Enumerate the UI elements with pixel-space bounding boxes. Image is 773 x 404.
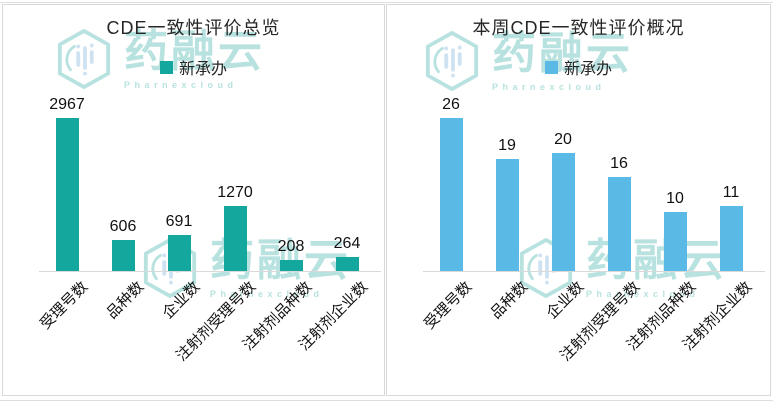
watermark-pharnexcloud: 药融云 Pharnexcloud (141, 236, 351, 300)
bar-series-新承办-5 (719, 206, 743, 271)
legend-swatch (544, 60, 558, 74)
legend-label: 新承办 (563, 61, 612, 78)
bar-series-新承办-0 (439, 118, 463, 271)
sheet-gridline-bottom (0, 400, 773, 401)
chart-panel-weekly-cde[interactable]: 药融云 Pharnexcloud 药融云 Pharnexcloud 本周CDE一… (386, 4, 771, 396)
category-label: 受理号数 (420, 278, 476, 333)
bar-series-新承办-3 (223, 206, 247, 271)
bar-series-新承办-4 (663, 212, 687, 271)
bar-value-label: 691 (165, 213, 193, 230)
chart-legend: 新承办 (387, 55, 770, 79)
category-label: 企业数 (159, 278, 204, 323)
bar-value-label: 20 (554, 131, 572, 148)
bar-value-label: 606 (109, 218, 137, 235)
bar-value-label: 2967 (49, 96, 85, 113)
category-label: 品种数 (103, 278, 148, 323)
plot-area: 2967 受理号数 606 品种数 691 企业数 1270 注射剂受理号数 208 注射剂品种数… (3, 5, 384, 395)
bar-value-label: 264 (333, 235, 361, 252)
bar-series-新承办-2 (167, 235, 191, 271)
chart-panel-cde-overview[interactable]: 药融云 Pharnexcloud 药融云 Pharnexcloud CDE一致性… (2, 4, 385, 396)
bar-value-label: 10 (666, 190, 684, 207)
watermark-pharnexcloud: 药融云 Pharnexcloud (423, 29, 633, 93)
plot-area: 26 受理号数 19 品种数 20 企业数 16 注射剂受理号数 10 注射剂品种数 11 注射剂企业… (387, 5, 770, 395)
x-axis-line (39, 271, 381, 272)
pharnexcloud-logo-icon (425, 31, 479, 91)
bar-value-label: 19 (498, 137, 516, 154)
category-label: 企业数 (543, 278, 588, 323)
bar-series-新承办-3 (607, 177, 631, 271)
chart-title: 本周CDE一致性评价概况 (472, 18, 685, 38)
bar-series-新承办-1 (495, 159, 519, 271)
bar-value-label: 26 (442, 96, 460, 113)
category-label: 品种数 (487, 278, 532, 323)
bar-series-新承办-2 (551, 153, 575, 271)
watermark-subbrand: Pharnexcloud (210, 289, 324, 300)
bar-series-新承办-0 (55, 118, 79, 271)
bar-value-label: 11 (722, 184, 740, 201)
bar-value-label: 1270 (217, 184, 253, 201)
bar-value-label: 208 (277, 238, 305, 255)
x-axis-line (423, 271, 765, 272)
watermark-subbrand: Pharnexcloud (124, 80, 238, 91)
bar-series-新承办-1 (111, 240, 135, 271)
watermark-subbrand: Pharnexcloud (586, 289, 700, 300)
watermark-text: 药融云 Pharnexcloud (492, 29, 633, 93)
watermark-pharnexcloud: 药融云 Pharnexcloud (55, 27, 265, 91)
chart-legend: 新承办 (3, 55, 384, 79)
legend-swatch (159, 60, 173, 74)
sheet-gridline-top (0, 2, 773, 3)
watermark-brand: 药融云 (124, 27, 265, 76)
bar-series-新承办-4 (279, 260, 303, 271)
bar-series-新承办-5 (335, 257, 359, 271)
watermark-subbrand: Pharnexcloud (492, 82, 606, 93)
chart-title: CDE一致性评价总览 (106, 18, 281, 38)
watermark-brand: 药融云 (492, 29, 633, 78)
category-label: 受理号数 (36, 278, 92, 333)
pharnexcloud-logo-icon (57, 29, 111, 89)
watermark-text: 药融云 Pharnexcloud (124, 27, 265, 91)
bar-value-label: 16 (610, 155, 628, 172)
legend-label: 新承办 (178, 61, 227, 78)
